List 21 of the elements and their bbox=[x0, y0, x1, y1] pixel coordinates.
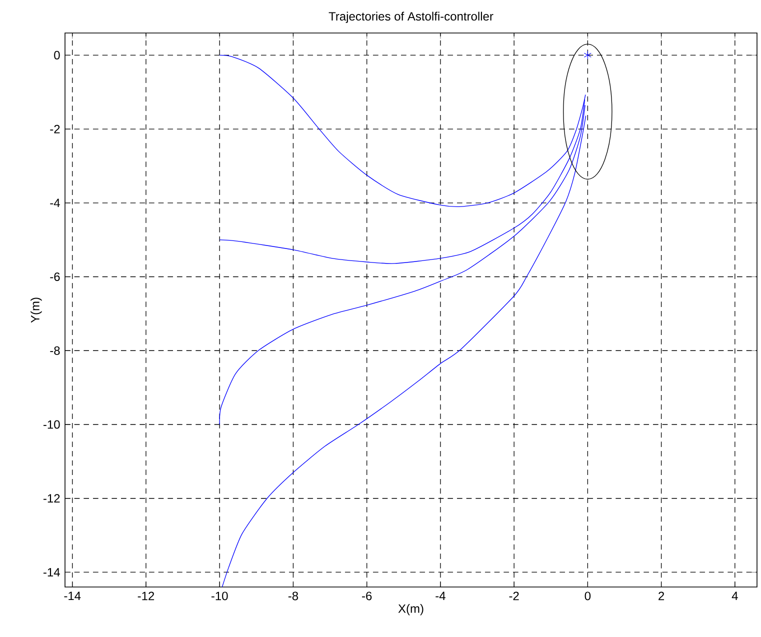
y-tick-label: -4 bbox=[50, 198, 60, 208]
x-tick-label: -2 bbox=[509, 592, 519, 600]
x-tick-label: -14 bbox=[64, 592, 81, 600]
x-tick-label: 0 bbox=[584, 592, 591, 600]
x-tick-label: -8 bbox=[288, 592, 298, 600]
x-tick-label: -12 bbox=[138, 592, 154, 600]
x-tick-label: -4 bbox=[436, 592, 446, 600]
x-tick-label: 2 bbox=[658, 592, 664, 600]
x-tick-label: -10 bbox=[211, 592, 228, 600]
y-tick-label: -8 bbox=[50, 346, 60, 355]
x-tick-label: -6 bbox=[362, 592, 372, 600]
y-tick-label: -6 bbox=[50, 272, 60, 282]
y-tick-label: -14 bbox=[43, 568, 60, 576]
y-tick-label: -2 bbox=[50, 124, 60, 134]
x-axis-title: X(m) bbox=[398, 604, 424, 616]
y-tick-label: -10 bbox=[43, 420, 60, 429]
chart-title: Trajectories of Astolfi-controller bbox=[328, 12, 494, 23]
y-tick-label: -12 bbox=[43, 494, 60, 503]
x-tick-label: 4 bbox=[732, 592, 738, 600]
y-axis-title: Y(m) bbox=[30, 298, 42, 323]
y-tick-label: 0 bbox=[54, 50, 60, 60]
